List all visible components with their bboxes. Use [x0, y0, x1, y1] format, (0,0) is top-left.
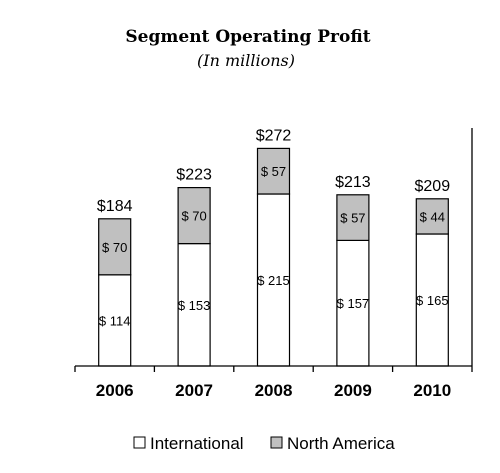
total-label-2010: $209 [415, 178, 451, 195]
x-tick-label-2007: 2007 [175, 381, 213, 400]
data-label-north-america-2007: $ 70 [181, 209, 206, 224]
data-label-north-america-2009: $ 57 [340, 211, 365, 226]
legend-label-international: International [150, 434, 244, 453]
x-tick-label-2006: 2006 [96, 381, 134, 400]
total-label-2006: $184 [97, 198, 133, 215]
bar-international-2006 [98, 274, 132, 367]
bar-north-america-2007 [177, 187, 211, 245]
chart-subtitle: (In millions) [197, 51, 295, 70]
data-label-north-america-2008: $ 57 [261, 164, 286, 179]
bar-north-america-2008 [256, 147, 291, 195]
bar-north-america-2006 [98, 218, 132, 276]
bar-north-america-2010 [415, 198, 449, 235]
total-label-2007: $223 [176, 167, 212, 184]
legend-swatch-north-america [270, 436, 283, 449]
x-tick-label-2009: 2009 [334, 381, 372, 400]
x-axis-labels: 2006 2007 2008 2009 2010 [96, 381, 451, 400]
data-label-international-2010: $ 165 [416, 293, 449, 308]
bars-group: $ 114 $ 70 $184 $ 153 $ 70 $223 $ 215 $ 57 $272 $… [97, 127, 451, 367]
x-axis-ticks [74, 366, 473, 372]
data-label-north-america-2006: $ 70 [102, 240, 127, 255]
total-label-2008: $272 [256, 127, 292, 144]
bar-north-america-2009 [336, 194, 370, 242]
total-label-2009: $213 [335, 174, 371, 191]
x-tick-label-2008: 2008 [255, 381, 293, 400]
legend: International North America [133, 434, 395, 453]
legend-swatch-international [133, 436, 146, 449]
x-tick-label-2010: 2010 [413, 381, 451, 400]
data-label-international-2007: $ 153 [178, 298, 211, 313]
legend-label-north-america: North America [287, 434, 395, 453]
data-label-international-2008: $ 215 [257, 273, 290, 288]
data-label-international-2009: $ 157 [337, 296, 370, 311]
data-label-north-america-2010: $ 44 [420, 209, 445, 224]
chart-title: Segment Operating Profit [125, 27, 370, 47]
data-label-international-2006: $ 114 [99, 313, 131, 328]
